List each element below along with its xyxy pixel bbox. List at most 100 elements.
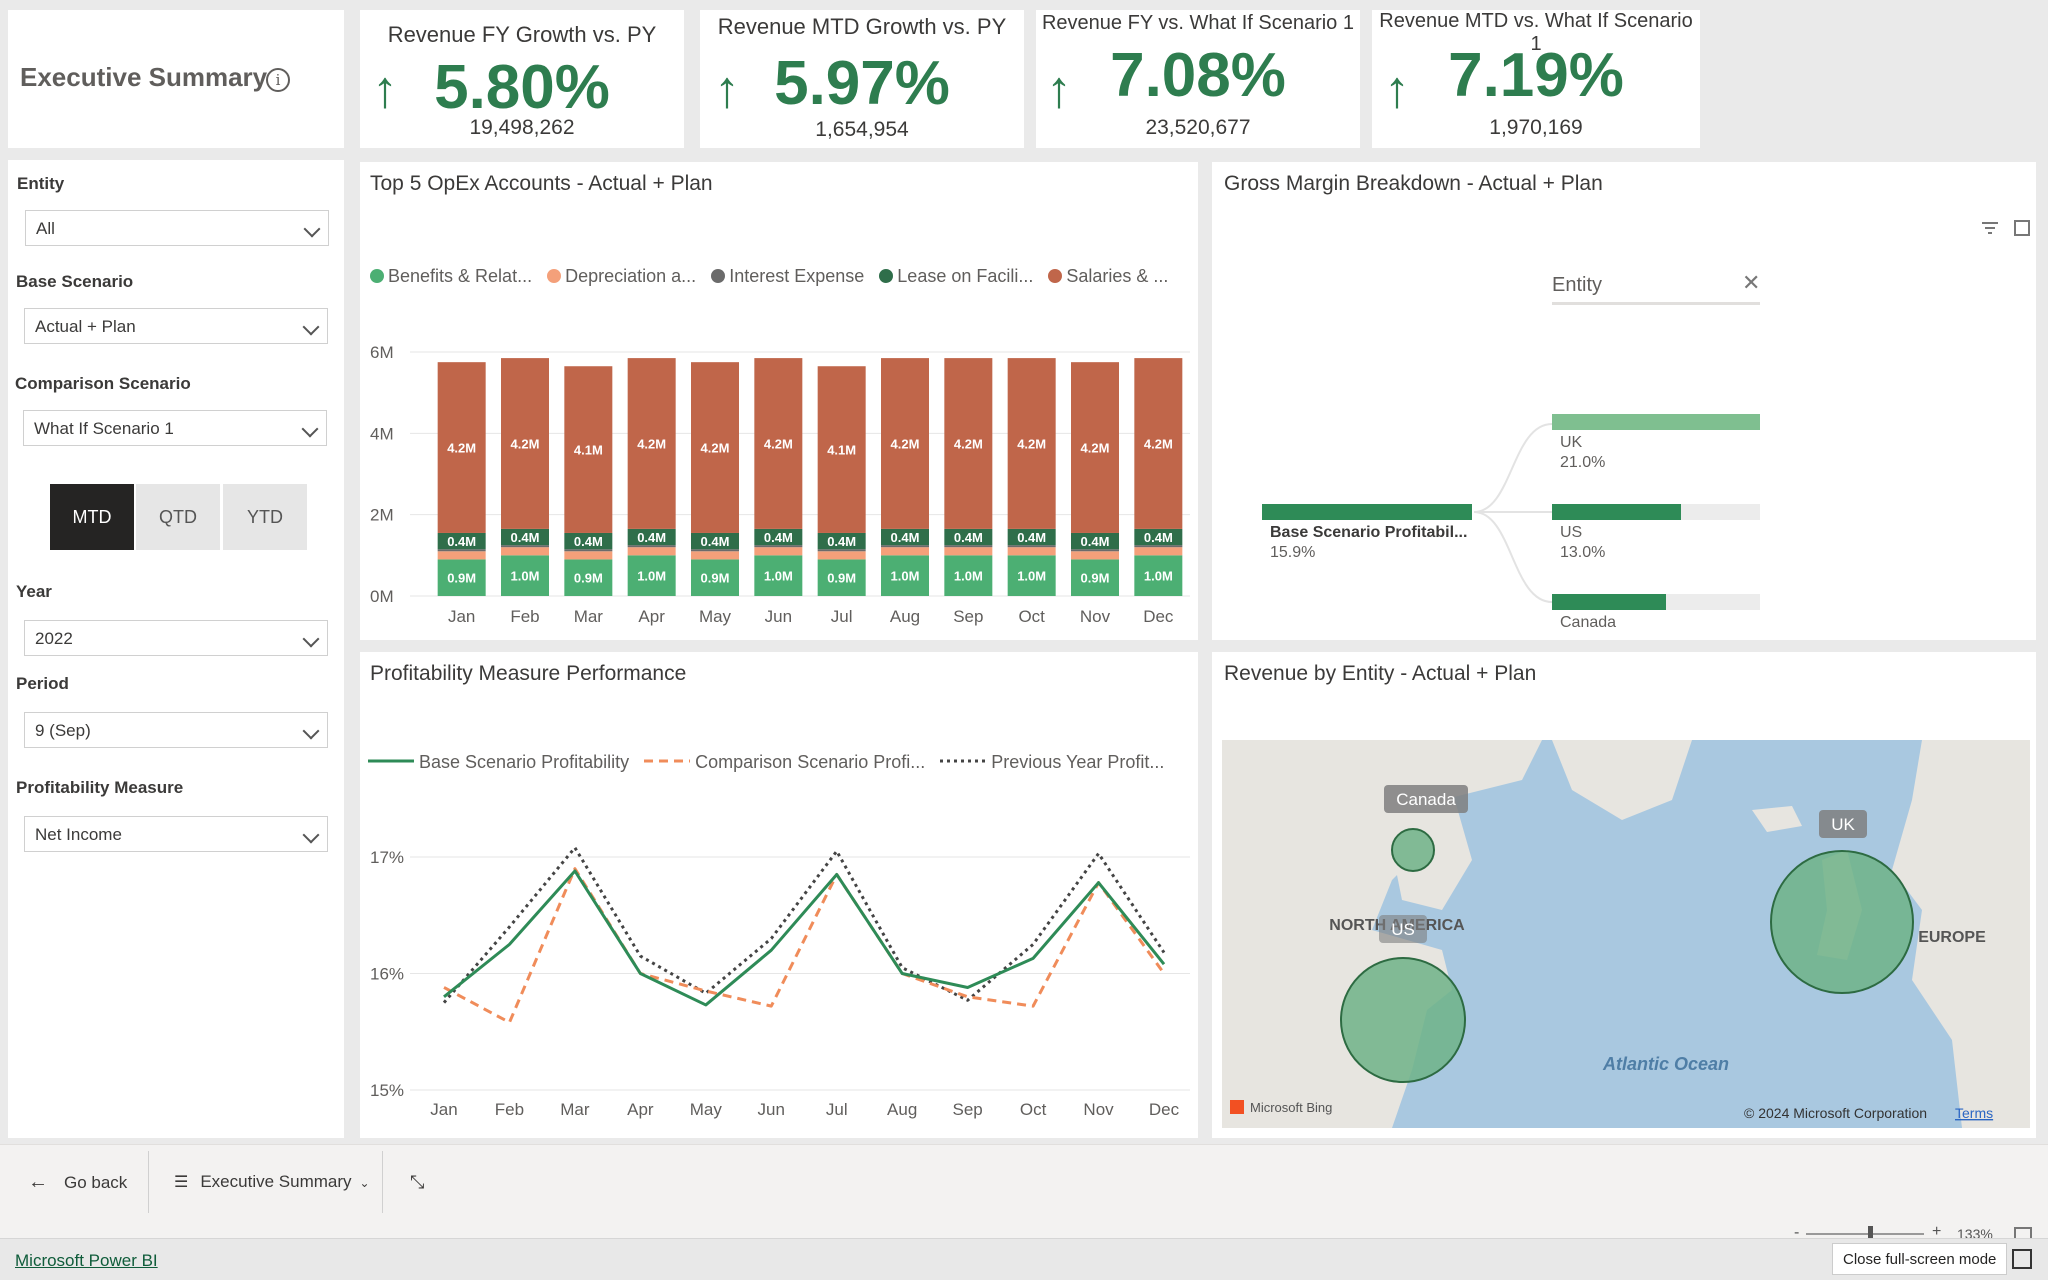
page-title: Executive Summary bbox=[20, 62, 268, 92]
chevron-down-icon bbox=[301, 420, 319, 438]
bar-segment bbox=[627, 545, 676, 548]
bar-segment bbox=[1007, 545, 1056, 548]
bar-segment bbox=[627, 555, 676, 596]
bar-segment bbox=[881, 528, 929, 546]
close-fullscreen-icon[interactable] bbox=[2012, 1249, 2032, 1269]
kpi-subvalue: 1,654,954 bbox=[815, 118, 909, 141]
bar-segment bbox=[437, 549, 486, 552]
bar-segment bbox=[1071, 549, 1119, 552]
map-terms-link[interactable]: Terms bbox=[1955, 1105, 1993, 1121]
legend-item[interactable]: Interest Expense bbox=[711, 266, 864, 286]
zoom-slider-track[interactable] bbox=[1806, 1233, 1924, 1235]
x-tick-label: Oct bbox=[1020, 1100, 1047, 1119]
tree-node-bar-uk[interactable] bbox=[1552, 414, 1760, 430]
bar-segment bbox=[564, 551, 613, 560]
legend-label: Benefits & Relat... bbox=[388, 266, 533, 286]
kpi-card: Revenue MTD vs. What If Scenario 1 ↑ 7.1… bbox=[1372, 10, 1700, 148]
entity-label: Entity bbox=[17, 174, 65, 193]
profitability-chart-panel: Profitability Measure Performance Base S… bbox=[360, 652, 1198, 1138]
tree-root-value: 15.9% bbox=[1270, 544, 1316, 561]
legend-item[interactable]: Depreciation a... bbox=[547, 266, 696, 286]
y-tick-label: 4M bbox=[370, 424, 394, 443]
bar-segment bbox=[564, 366, 613, 533]
legend-item[interactable]: Previous Year Profit... bbox=[940, 752, 1164, 772]
x-tick-label: Apr bbox=[627, 1100, 654, 1119]
legend-label: Previous Year Profit... bbox=[991, 752, 1165, 772]
kpi-title: Revenue FY Growth vs. PY bbox=[387, 22, 657, 47]
data-label: 0.9M bbox=[1081, 571, 1110, 586]
tree-node-bar-canada[interactable] bbox=[1552, 594, 1667, 610]
period-dropdown[interactable]: 9 (Sep) bbox=[24, 712, 328, 748]
data-label: 0.4M bbox=[1144, 530, 1173, 545]
data-label: 1.0M bbox=[511, 569, 540, 584]
bar-segment bbox=[501, 547, 549, 556]
brand-bar: Microsoft Power BI Close full-screen mod… bbox=[0, 1238, 2048, 1280]
bar-segment bbox=[881, 358, 929, 529]
revenue-map[interactable]: Canada NORTH AMERICA US UK EUROPE Atlant… bbox=[1222, 740, 2030, 1128]
kpi-card: Revenue MTD Growth vs. PY ↑ 5.97% 1,654,… bbox=[700, 10, 1024, 148]
x-tick-label: Oct bbox=[1018, 607, 1045, 626]
close-icon[interactable]: ✕ bbox=[1742, 270, 1761, 295]
period-ytd-button[interactable]: YTD bbox=[223, 484, 307, 550]
legend-item[interactable]: Comparison Scenario Profi... bbox=[644, 752, 925, 772]
chevron-down-icon bbox=[302, 826, 320, 844]
map-bubble-canada[interactable] bbox=[1391, 828, 1435, 872]
zoom-out-button[interactable]: - bbox=[1794, 1224, 1800, 1241]
data-label: 4.2M bbox=[1144, 437, 1173, 452]
zoom-in-button[interactable]: + bbox=[1932, 1223, 1942, 1240]
data-label: 0.4M bbox=[511, 530, 540, 545]
power-bi-link[interactable]: Microsoft Power BI bbox=[15, 1251, 158, 1270]
map-label-bg bbox=[1819, 810, 1867, 838]
page-navigator-button[interactable]: ☰ Executive Summary ⌄ bbox=[174, 1145, 370, 1219]
legend-label: Lease on Facili... bbox=[897, 266, 1034, 286]
map-panel: Revenue by Entity - Actual + Plan Canada… bbox=[1212, 652, 2036, 1138]
map-bubble-us[interactable] bbox=[1340, 957, 1466, 1083]
legend-item[interactable]: Benefits & Relat... bbox=[370, 266, 532, 286]
map-bubble-uk[interactable] bbox=[1770, 850, 1914, 994]
bar-segment bbox=[1007, 528, 1056, 546]
bar-segment bbox=[1071, 559, 1119, 596]
data-label: 4.2M bbox=[1017, 437, 1046, 452]
legend-item[interactable]: Base Scenario Profitability bbox=[368, 752, 629, 772]
period-mtd-button[interactable]: MTD bbox=[50, 484, 134, 550]
legend-item[interactable]: Lease on Facili... bbox=[879, 266, 1033, 286]
comparison-scenario-dropdown[interactable]: What If Scenario 1 bbox=[23, 410, 327, 446]
period-label: Period bbox=[16, 674, 69, 693]
data-label: 1.0M bbox=[637, 569, 666, 584]
bar-segment bbox=[501, 358, 549, 529]
legend-line-dotted bbox=[940, 759, 987, 763]
y-tick-label: 0M bbox=[370, 587, 394, 606]
data-label: 4.2M bbox=[511, 437, 540, 452]
filter-icon[interactable] bbox=[1982, 222, 1998, 234]
legend-dot bbox=[879, 269, 894, 283]
tree-root-bar[interactable] bbox=[1262, 504, 1472, 520]
data-label: 0.4M bbox=[891, 530, 920, 545]
profitability-measure-dropdown[interactable]: Net Income bbox=[24, 816, 328, 852]
arrow-up-icon: ↑ bbox=[1384, 61, 1410, 119]
focus-mode-icon[interactable] bbox=[2014, 220, 2030, 236]
kpi-card: Revenue FY Growth vs. PY ↑ 5.80% 19,498,… bbox=[360, 10, 684, 148]
base-scenario-dropdown[interactable]: Actual + Plan bbox=[24, 308, 328, 344]
bar-segment bbox=[691, 549, 739, 552]
bar-segment bbox=[1134, 555, 1183, 596]
collapse-icon[interactable]: ⤡ bbox=[410, 1172, 425, 1192]
bar-segment bbox=[691, 551, 739, 560]
bar-segment bbox=[1071, 532, 1119, 550]
bar-segment bbox=[627, 358, 676, 529]
tree-header-underline bbox=[1552, 302, 1760, 305]
info-icon[interactable]: i bbox=[266, 68, 290, 92]
bar-segment bbox=[627, 547, 676, 556]
bar-segment bbox=[1071, 551, 1119, 560]
go-back-button[interactable]: ← Go back bbox=[28, 1145, 127, 1219]
year-dropdown[interactable]: 2022 bbox=[24, 620, 328, 656]
bing-attribution: Microsoft Bing bbox=[1250, 1100, 1332, 1115]
arrow-up-icon: ↑ bbox=[714, 61, 740, 119]
tree-node-label: UK bbox=[1560, 434, 1583, 451]
tree-node-bar-us[interactable] bbox=[1552, 504, 1681, 520]
entity-dropdown[interactable]: All bbox=[25, 210, 329, 246]
period-qtd-button[interactable]: QTD bbox=[136, 484, 220, 550]
zoom-slider-handle[interactable] bbox=[1868, 1226, 1873, 1242]
x-tick-label: Nov bbox=[1080, 607, 1111, 626]
legend-item[interactable]: Salaries & ... bbox=[1048, 266, 1168, 286]
bar-segment bbox=[881, 555, 929, 596]
